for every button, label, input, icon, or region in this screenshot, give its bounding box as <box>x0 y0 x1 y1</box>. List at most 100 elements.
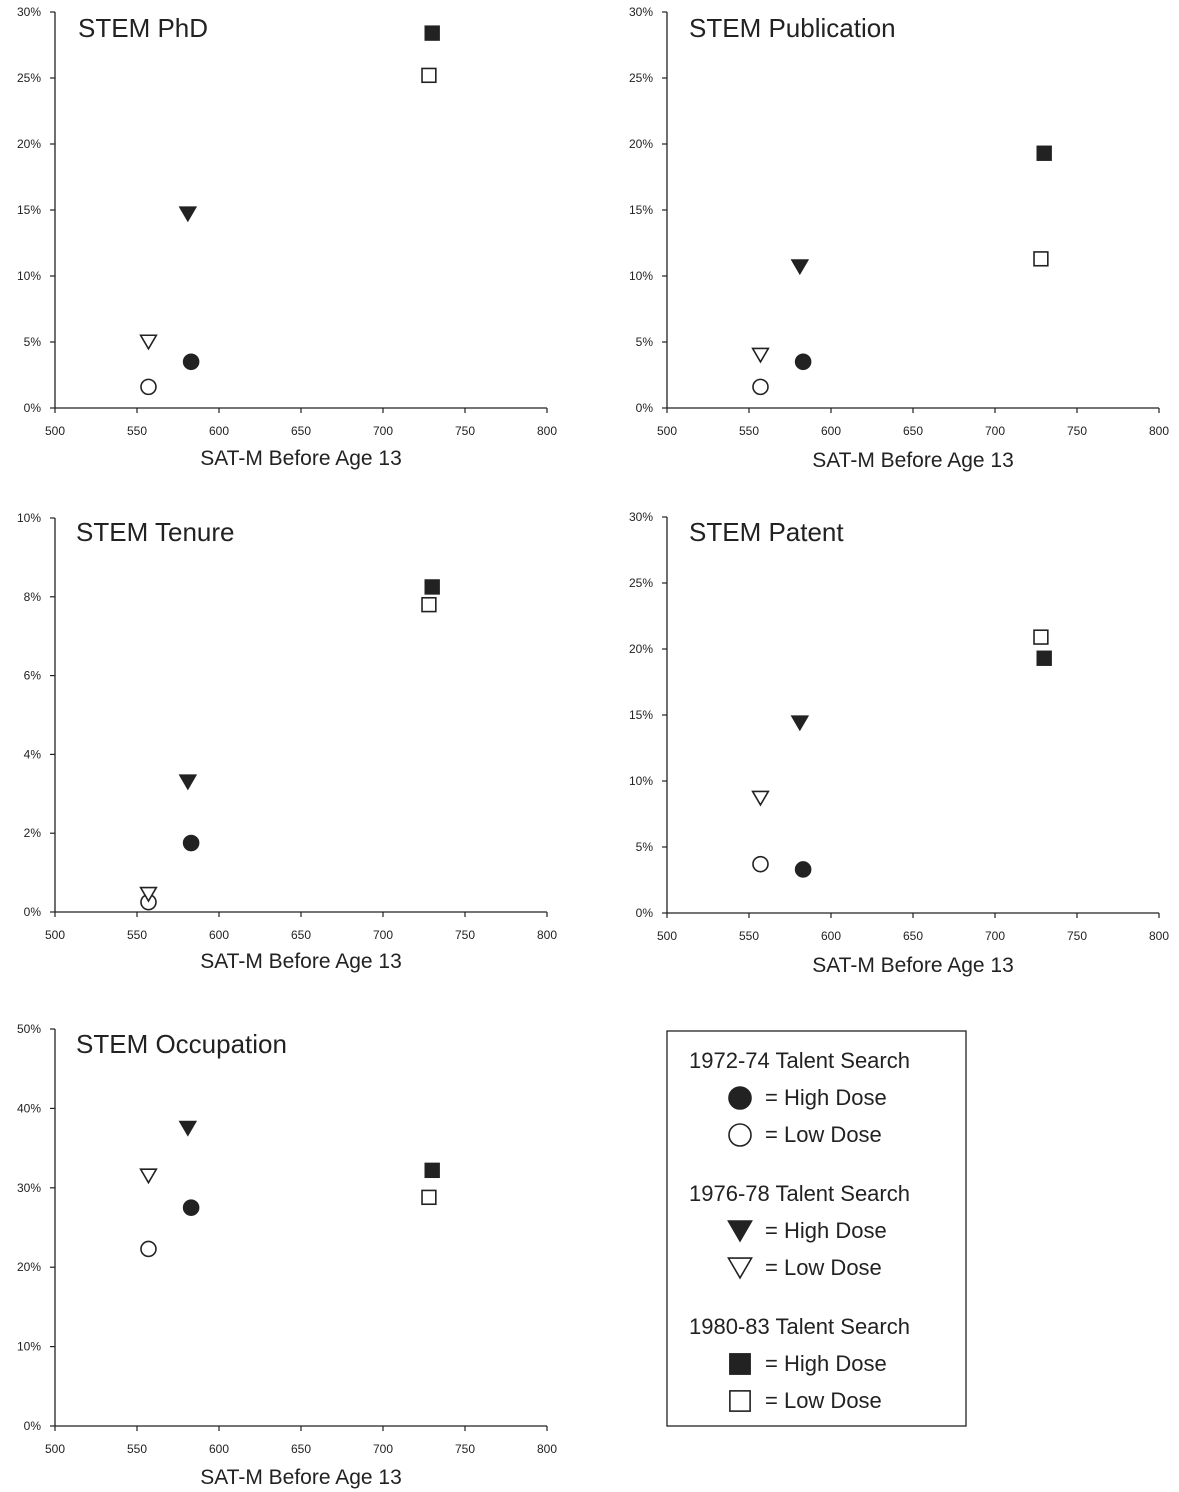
chart-panel-5: 500 550 600 650 700 750 800 0% 10% 20% 30% 40% 50% ST… <box>17 1022 557 1489</box>
data-point-1972-74-high-dose <box>794 861 812 878</box>
y-tick-label: 0% <box>636 401 654 415</box>
x-axis-title: SAT-M Before Age 13 <box>200 447 402 470</box>
y-tick-label: 10% <box>17 1340 41 1354</box>
chart-panel-1: 500 550 600 650 700 750 800 0% 5% 10% 15% 20% 25% 30%… <box>17 5 557 470</box>
panel-title: STEM PhD <box>78 13 208 43</box>
x-tick-label: 550 <box>739 929 759 943</box>
y-tick-label: 0% <box>24 401 42 415</box>
x-tick-label: 650 <box>291 424 311 438</box>
x-tick-label: 500 <box>45 928 65 942</box>
y-tick-label: 25% <box>629 576 653 590</box>
y-tick-label: 15% <box>629 708 653 722</box>
data-point-1980-83-high-dose <box>424 1162 440 1179</box>
data-point-1980-83-high-dose <box>1036 145 1052 161</box>
data-point-1980-83-low-dose <box>1033 629 1049 645</box>
chart-panel-2: 500 550 600 650 700 750 800 0% 5% 10% 15% 20% 25% 30%… <box>629 5 1169 472</box>
y-tick-label: 10% <box>17 269 41 283</box>
panel-title: STEM Tenure <box>76 517 234 547</box>
panel-title: STEM Patent <box>689 517 844 547</box>
data-point-1972-74-low-dose <box>752 378 769 396</box>
data-point-1980-83-high-dose <box>424 579 440 595</box>
y-tick-label: 5% <box>636 840 654 854</box>
x-tick-label: 750 <box>455 928 475 942</box>
legend-group-title: 1980-83 Talent Search <box>689 1314 910 1339</box>
y-tick-label: 0% <box>24 1419 42 1433</box>
x-tick-label: 800 <box>537 928 557 942</box>
x-tick-label: 500 <box>45 1442 65 1456</box>
data-point-1976-78-low-dose <box>751 347 770 364</box>
x-tick-label: 550 <box>127 424 147 438</box>
x-tick-label: 550 <box>739 424 759 438</box>
y-tick-label: 15% <box>17 203 41 217</box>
x-tick-label: 600 <box>821 929 841 943</box>
legend-marker-square-open <box>729 1390 751 1412</box>
x-tick-label: 700 <box>373 424 393 438</box>
data-point-1976-78-high-dose <box>178 774 198 791</box>
x-axis-title: SAT-M Before Age 13 <box>200 1466 402 1489</box>
x-tick-label: 650 <box>903 424 923 438</box>
x-tick-label: 500 <box>657 929 677 943</box>
y-tick-label: 30% <box>17 5 41 19</box>
data-point-1972-74-low-dose <box>140 1240 157 1258</box>
y-tick-label: 5% <box>636 335 654 349</box>
panel-title: STEM Publication <box>689 13 896 43</box>
y-tick-label: 30% <box>629 510 653 524</box>
x-tick-label: 750 <box>1067 929 1087 943</box>
x-tick-label: 550 <box>127 928 147 942</box>
legend-item-label: = High Dose <box>765 1218 887 1243</box>
y-tick-label: 20% <box>629 642 653 656</box>
x-tick-label: 600 <box>209 928 229 942</box>
data-point-1972-74-low-dose <box>140 378 157 396</box>
y-tick-label: 25% <box>629 71 653 85</box>
legend: 1972-74 Talent Search = High Dose = Low Do… <box>666 1030 967 1427</box>
legend-group-title: 1976-78 Talent Search <box>689 1181 910 1206</box>
x-tick-label: 600 <box>209 1442 229 1456</box>
legend-item-label: = Low Dose <box>765 1388 882 1413</box>
y-tick-label: 10% <box>629 269 653 283</box>
x-tick-label: 750 <box>1067 424 1087 438</box>
x-tick-label: 700 <box>373 928 393 942</box>
legend-marker-triangle-filled <box>727 1220 753 1243</box>
chart-panel-3: 500 550 600 650 700 750 800 0% 2% 4% 6% 8% 10% STEM T… <box>17 511 557 973</box>
y-tick-label: 0% <box>24 905 42 919</box>
x-tick-label: 500 <box>657 424 677 438</box>
x-tick-label: 500 <box>45 424 65 438</box>
data-point-1976-78-high-dose <box>178 1120 198 1137</box>
legend-item-label: = High Dose <box>765 1085 887 1110</box>
data-point-1976-78-low-dose <box>139 1168 158 1185</box>
x-tick-label: 750 <box>455 424 475 438</box>
data-point-1980-83-high-dose <box>1036 650 1052 666</box>
y-tick-label: 0% <box>636 906 654 920</box>
x-tick-label: 700 <box>373 1442 393 1456</box>
y-tick-label: 15% <box>629 203 653 217</box>
x-tick-label: 800 <box>537 424 557 438</box>
legend-item-label: = High Dose <box>765 1351 887 1376</box>
data-point-1976-78-high-dose <box>790 715 810 732</box>
data-point-1972-74-low-dose <box>752 855 769 873</box>
data-point-1976-78-low-dose <box>751 790 770 807</box>
y-tick-label: 30% <box>17 1181 41 1195</box>
x-tick-label: 650 <box>903 929 923 943</box>
x-tick-label: 600 <box>821 424 841 438</box>
y-tick-label: 6% <box>24 669 42 683</box>
legend-item-label: = Low Dose <box>765 1255 882 1280</box>
x-tick-label: 600 <box>209 424 229 438</box>
y-tick-label: 40% <box>17 1101 41 1115</box>
y-tick-label: 20% <box>17 1260 41 1274</box>
data-point-1980-83-high-dose <box>424 25 440 41</box>
x-axis-title: SAT-M Before Age 13 <box>200 950 402 973</box>
data-point-1972-74-high-dose <box>794 353 812 371</box>
y-tick-label: 20% <box>629 137 653 151</box>
y-tick-label: 25% <box>17 71 41 85</box>
x-tick-label: 700 <box>985 424 1005 438</box>
data-point-1980-83-low-dose <box>421 67 437 84</box>
data-point-1980-83-low-dose <box>1033 251 1049 267</box>
legend-marker-square-filled <box>729 1353 751 1375</box>
data-point-1976-78-high-dose <box>178 206 198 223</box>
data-point-1976-78-high-dose <box>790 259 810 276</box>
data-point-1976-78-low-dose <box>139 886 158 903</box>
data-point-1976-78-low-dose <box>139 334 158 351</box>
x-tick-label: 750 <box>455 1442 475 1456</box>
data-point-1972-74-high-dose <box>182 353 200 371</box>
